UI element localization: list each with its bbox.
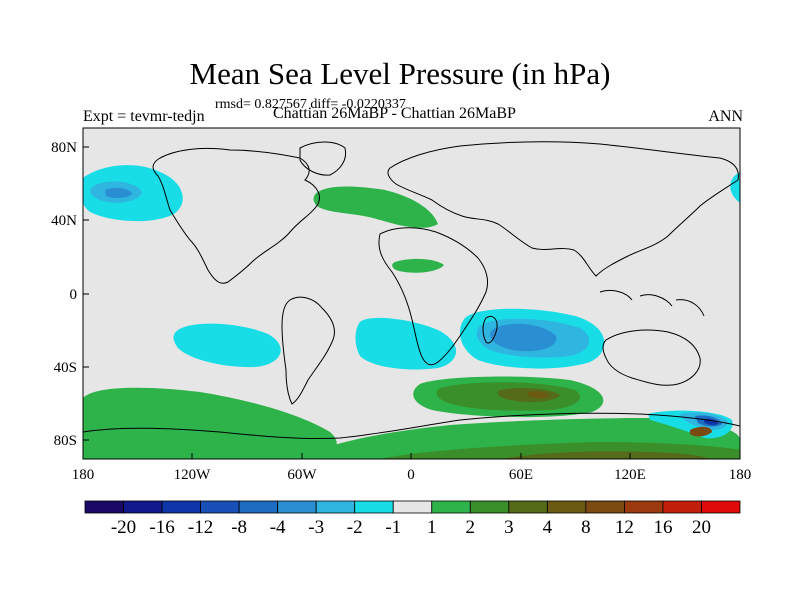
lon-tick-label: 60E [509, 467, 533, 483]
anomaly-south-pacific-band [83, 387, 337, 459]
plot-title: Mean Sea Level Pressure (in hPa) [189, 56, 611, 91]
colorbar-swatch [277, 500, 317, 514]
lon-tick-label: 120W [174, 467, 212, 483]
lon-tick-label: 180 [729, 467, 752, 483]
colorbar-label: -20 [111, 517, 136, 538]
colorbar-label: 4 [543, 517, 553, 538]
anomaly-africa [392, 258, 444, 273]
colorbar-label: 12 [615, 517, 634, 538]
coastlines [83, 141, 740, 440]
colorbar-swatch [508, 500, 548, 514]
colorbar-swatch [624, 500, 664, 514]
colorbar-swatch [431, 500, 471, 514]
colorbar-swatch [354, 500, 394, 514]
colorbar-swatch [662, 500, 702, 514]
colorbar-swatch [469, 500, 510, 514]
season-label: ANN [708, 108, 743, 125]
coast-australia [602, 329, 701, 386]
lon-tick-label: 180 [72, 467, 95, 483]
anomaly-antarctic-dark [500, 451, 710, 459]
lat-tick-label: 80S [54, 433, 77, 449]
colorbar-label: 3 [504, 517, 514, 538]
colorbar-swatch [161, 500, 201, 514]
colorbar-swatch [546, 500, 587, 514]
colorbar-label: -12 [188, 517, 213, 538]
colorbar-swatch [238, 500, 279, 514]
colorbar-label: -8 [231, 517, 247, 538]
axis-ticks [82, 146, 741, 459]
colorbar-label: 2 [466, 517, 476, 538]
map-field [83, 128, 740, 459]
coast-indonesia [599, 289, 705, 317]
anomaly-north-pacific-inner [105, 187, 132, 199]
colorbar-swatch [123, 500, 163, 514]
lon-tick-label: 0 [407, 467, 415, 483]
anomaly-north-atlantic [313, 186, 438, 228]
experiment-label: Expt = tevmr-tedjn [83, 108, 205, 125]
lat-tick-label: 80N [51, 140, 77, 156]
coast-greenland [299, 141, 347, 176]
colorbar-label: 16 [653, 517, 672, 538]
coast-antarctica [83, 412, 740, 440]
coast-south-america [281, 296, 335, 405]
anomaly-southern-indian-inner [528, 391, 550, 399]
colorbar-label: 1 [427, 517, 437, 538]
coast-madagascar [482, 315, 498, 344]
lat-tick-label: 0 [70, 287, 78, 303]
colorbar-swatch [84, 500, 124, 514]
anomaly-south-atlantic [355, 317, 456, 370]
colorbar-label: -3 [308, 517, 324, 538]
colorbar-label: -4 [270, 517, 286, 538]
colorbar: -20 -16 -12 -8 -4 -3 -2 -1 1 2 3 4 8 12 16 20 [84, 500, 741, 538]
colorbar-label: -2 [347, 517, 363, 538]
coast-eurasia [387, 141, 739, 277]
coast-africa [378, 227, 489, 366]
colorbar-label: 20 [692, 517, 711, 538]
colorbar-label: -1 [385, 517, 401, 538]
colorbar-swatch [392, 500, 433, 514]
comparison-label: Chattian 26MaBP - Chattian 26MaBP [273, 105, 516, 122]
colorbar-label: 8 [581, 517, 591, 538]
colorbar-swatch [200, 500, 240, 514]
lon-tick-label: 60W [287, 467, 317, 483]
colorbar-label: -16 [149, 517, 174, 538]
colorbar-swatch [315, 500, 356, 514]
coast-north-america [152, 147, 320, 284]
colorbar-swatch [585, 500, 625, 514]
anomaly-indian-ocean-core [490, 323, 557, 352]
lat-tick-label: 40S [54, 360, 77, 376]
anomaly-aus-antarctic-high [690, 426, 712, 437]
colorbar-swatch [701, 500, 741, 514]
lon-tick-label: 120E [614, 467, 646, 483]
anomaly-south-pacific [173, 323, 281, 368]
lat-tick-label: 40N [51, 213, 77, 229]
stats-line: rmsd= 0.827567 diff= -0.0220337 [215, 97, 406, 112]
